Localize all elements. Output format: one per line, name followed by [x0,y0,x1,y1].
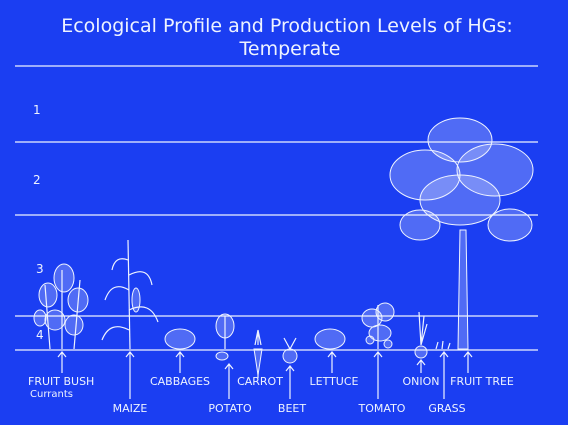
plant-label: ONION [402,375,439,388]
arrow [439,351,449,399]
carrot [253,329,263,376]
plant-sublabel: Currants [30,389,73,400]
plant-label: GRASS [428,402,465,415]
potato [215,313,235,361]
fruit-bush [33,263,89,350]
onion [414,311,428,359]
tomato [361,302,395,349]
arrow [57,351,67,373]
plant-label: LETTUCE [309,375,358,388]
plant-arrows [57,351,473,399]
level-number: 2 [33,173,41,187]
plant-labels: FRUIT BUSH Currants MAIZE CABBAGES POTAT… [28,375,514,415]
plant-drawings [33,117,534,376]
rules [15,65,538,351]
arrow [463,351,473,373]
title-line: Temperate [239,38,341,60]
arrow [175,351,185,373]
level-number: 1 [33,103,41,117]
beet [282,337,298,364]
arrow [373,351,383,399]
level-number: 3 [36,262,44,276]
fruit-tree [389,117,534,350]
plant-label: FRUIT TREE [450,375,514,388]
lettuce [314,328,346,350]
title-line: Ecological Profile and Production Levels… [61,15,513,37]
plant-label: FRUIT BUSH [28,375,94,388]
plant-label: TOMATO [358,402,406,415]
level-number: 4 [36,328,44,342]
plant-label: BEET [278,402,306,415]
plant-label: POTATO [208,402,252,415]
plant-label: MAIZE [113,402,148,415]
arrow [125,351,135,399]
cabbage [164,328,196,350]
arrow [327,351,337,373]
arrow [416,359,426,373]
grass [435,340,451,350]
arrow [285,365,295,399]
plant-label: CABBAGES [150,375,210,388]
plant-label: CARROT [237,375,283,388]
arrow [224,363,234,399]
maize [101,239,159,350]
